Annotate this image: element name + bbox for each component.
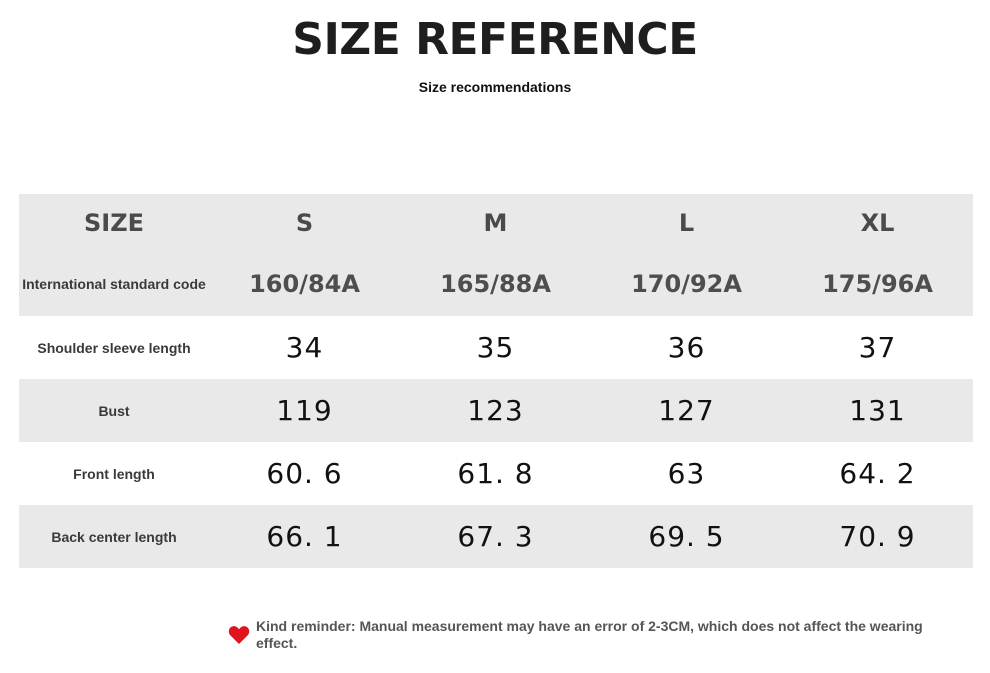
table-cell: 66. 1 — [266, 520, 343, 553]
heart-icon — [228, 625, 250, 645]
row-label-back-center-length: Back center length — [51, 528, 177, 545]
table-cell: 127 — [658, 394, 715, 427]
row-label-international-code: International standard code — [22, 276, 206, 292]
table-cell: 123 — [467, 394, 524, 427]
table-cell: 69. 5 — [648, 520, 725, 553]
kind-reminder: Kind reminder: Manual measurement may ha… — [228, 618, 948, 652]
table-cell: 36 — [667, 331, 706, 364]
table-cell: 165/88A — [440, 270, 551, 298]
table-row: International standard code 160/84A 165/… — [19, 252, 973, 316]
table-cell: 63 — [667, 457, 706, 490]
table-cell: 70. 9 — [839, 520, 916, 553]
table-cell: 175/96A — [822, 270, 933, 298]
table-cell: 61. 8 — [457, 457, 534, 490]
table-cell: 131 — [849, 394, 906, 427]
table-cell: 119 — [276, 394, 333, 427]
size-table: SIZE S M L XL International standard cod… — [19, 194, 973, 568]
size-header-s: S — [295, 209, 314, 237]
size-header-row: SIZE S M L XL — [19, 194, 973, 252]
table-row: Back center length 66. 1 67. 3 69. 5 70.… — [19, 505, 973, 568]
table-row: Bust 119 123 127 131 — [19, 379, 973, 442]
table-cell: 60. 6 — [266, 457, 343, 490]
size-corner-label: SIZE — [83, 209, 144, 237]
table-cell: 35 — [476, 331, 515, 364]
table-cell: 34 — [285, 331, 324, 364]
size-header-m: M — [483, 209, 508, 237]
table-row: Shoulder sleeve length 34 35 36 37 — [19, 316, 973, 379]
row-label-bust: Bust — [98, 402, 130, 419]
page-title: SIZE REFERENCE — [292, 14, 698, 65]
table-cell: 64. 2 — [839, 457, 916, 490]
reminder-text: Kind reminder: Manual measurement may ha… — [256, 618, 923, 651]
row-label-front-length: Front length — [73, 465, 155, 482]
row-label-shoulder-sleeve: Shoulder sleeve length — [37, 339, 191, 356]
table-cell: 67. 3 — [457, 520, 534, 553]
table-row: Front length 60. 6 61. 8 63 64. 2 — [19, 442, 973, 505]
size-header-l: L — [678, 209, 695, 237]
table-cell: 170/92A — [631, 270, 742, 298]
table-cell: 160/84A — [249, 270, 360, 298]
table-cell: 37 — [858, 331, 897, 364]
size-header-xl: XL — [860, 209, 895, 237]
page-subtitle: Size recommendations — [418, 79, 572, 95]
